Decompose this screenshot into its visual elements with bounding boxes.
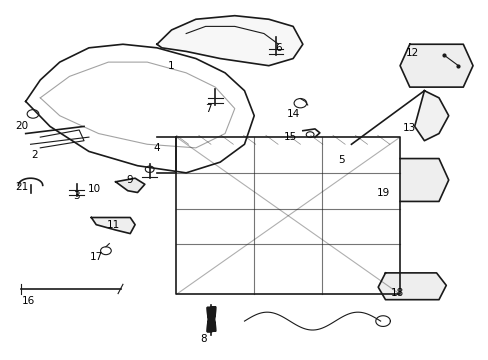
Text: 4: 4 <box>153 143 160 153</box>
Text: 8: 8 <box>200 334 206 344</box>
Text: 18: 18 <box>390 288 404 297</box>
Text: 12: 12 <box>405 48 418 58</box>
Polygon shape <box>116 178 144 193</box>
Text: 21: 21 <box>15 182 28 192</box>
Text: 16: 16 <box>21 296 35 306</box>
Text: 1: 1 <box>167 61 174 71</box>
Text: 9: 9 <box>126 175 132 185</box>
Text: 13: 13 <box>403 123 416 133</box>
Text: 6: 6 <box>275 43 281 53</box>
Text: 15: 15 <box>284 132 297 142</box>
Text: 2: 2 <box>31 150 38 160</box>
Polygon shape <box>377 273 446 300</box>
Text: 5: 5 <box>338 156 345 165</box>
Text: 14: 14 <box>286 109 299 119</box>
Text: 3: 3 <box>73 191 80 201</box>
Polygon shape <box>91 217 135 234</box>
Text: 17: 17 <box>89 252 102 262</box>
Text: 19: 19 <box>376 188 389 198</box>
Polygon shape <box>399 44 472 87</box>
Polygon shape <box>399 158 448 202</box>
Text: 11: 11 <box>106 220 120 230</box>
Polygon shape <box>157 16 302 66</box>
Text: 20: 20 <box>15 121 28 131</box>
Polygon shape <box>414 91 448 141</box>
Text: 7: 7 <box>204 104 211 113</box>
Text: 10: 10 <box>88 184 101 194</box>
